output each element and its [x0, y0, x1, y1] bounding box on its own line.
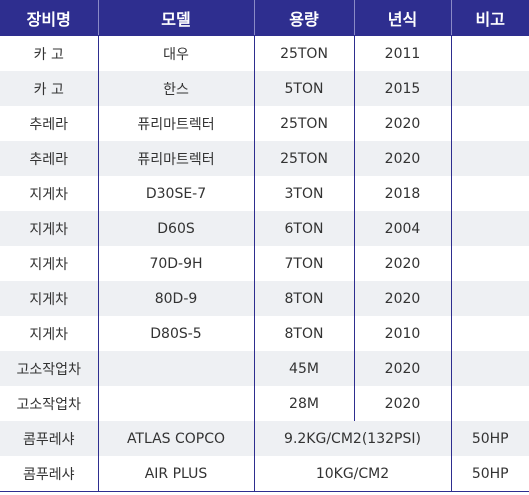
- cell-year: 2020: [353, 281, 451, 316]
- cell-capacity: 8TON: [253, 316, 354, 351]
- cell-model: 한스: [97, 71, 254, 106]
- cell-capacity-year-merged: 10KG/CM2: [253, 456, 451, 492]
- cell-model: 80D-9: [97, 281, 254, 316]
- cell-model: D80S-5: [97, 316, 254, 351]
- cell-name: 고소작업차: [0, 386, 98, 421]
- header-model: 모델: [97, 0, 254, 36]
- cell-name: 카 고: [0, 35, 98, 71]
- cell-model: 대우: [97, 35, 254, 71]
- cell-name: 지게차: [0, 211, 98, 246]
- cell-note: [450, 281, 529, 316]
- cell-year: 2010: [353, 316, 451, 351]
- cell-capacity: 5TON: [253, 71, 354, 106]
- cell-model: D30SE-7: [97, 176, 254, 211]
- cell-model: [97, 386, 254, 421]
- cell-capacity: 28M: [253, 386, 354, 421]
- table-row: 콤푸레샤 AIR PLUS 10KG/CM2 50HP: [0, 456, 529, 492]
- cell-note: 50HP: [450, 456, 529, 492]
- cell-model: AIR PLUS: [97, 456, 254, 492]
- table-row: 고소작업차 45M 2020: [0, 351, 529, 386]
- cell-model: 퓨리마트렉터: [97, 141, 254, 176]
- cell-name: 콤푸레샤: [0, 421, 98, 456]
- cell-model: ATLAS COPCO: [97, 421, 254, 456]
- header-capacity: 용량: [253, 0, 354, 36]
- cell-model: 70D-9H: [97, 246, 254, 281]
- cell-note: [450, 106, 529, 141]
- table-row: 카 고 한스 5TON 2015: [0, 71, 529, 106]
- cell-year: 2018: [353, 176, 451, 211]
- cell-note: [450, 35, 529, 71]
- cell-year: 2020: [353, 106, 451, 141]
- cell-capacity-year-merged: 9.2KG/CM2(132PSI): [253, 421, 451, 456]
- cell-model: D60S: [97, 211, 254, 246]
- table-row: 지게차 D80S-5 8TON 2010: [0, 316, 529, 351]
- cell-year: 2020: [353, 141, 451, 176]
- table-header: 장비명 모델 용량 년식 비고: [0, 0, 529, 36]
- table-row: 콤푸레샤 ATLAS COPCO 9.2KG/CM2(132PSI) 50HP: [0, 421, 529, 456]
- cell-note: [450, 246, 529, 281]
- table-row: 카 고 대우 25TON 2011: [0, 35, 529, 71]
- cell-year: 2011: [353, 35, 451, 71]
- table-row: 지게차 70D-9H 7TON 2020: [0, 246, 529, 281]
- header-year: 년식: [353, 0, 451, 36]
- cell-capacity: 8TON: [253, 281, 354, 316]
- cell-capacity: 25TON: [253, 106, 354, 141]
- table-body: 카 고 대우 25TON 2011 카 고 한스 5TON 2015 추레라 퓨…: [0, 35, 529, 492]
- cell-note: [450, 176, 529, 211]
- cell-model: 퓨리마트렉터: [97, 106, 254, 141]
- table-row: 지게차 80D-9 8TON 2020: [0, 281, 529, 316]
- cell-name: 카 고: [0, 71, 98, 106]
- cell-capacity: 7TON: [253, 246, 354, 281]
- cell-model: [97, 351, 254, 386]
- table-row: 추레라 퓨리마트렉터 25TON 2020: [0, 141, 529, 176]
- cell-year: 2015: [353, 71, 451, 106]
- cell-name: 지게차: [0, 246, 98, 281]
- cell-name: 지게차: [0, 281, 98, 316]
- cell-note: [450, 386, 529, 421]
- cell-name: 추레라: [0, 106, 98, 141]
- cell-capacity: 25TON: [253, 141, 354, 176]
- cell-note: [450, 211, 529, 246]
- cell-note: [450, 316, 529, 351]
- cell-name: 지게차: [0, 176, 98, 211]
- cell-year: 2020: [353, 351, 451, 386]
- cell-year: 2020: [353, 246, 451, 281]
- header-note: 비고: [450, 0, 529, 36]
- table-row: 지게차 D30SE-7 3TON 2018: [0, 176, 529, 211]
- cell-capacity: 45M: [253, 351, 354, 386]
- cell-name: 지게차: [0, 316, 98, 351]
- cell-name: 추레라: [0, 141, 98, 176]
- cell-capacity: 25TON: [253, 35, 354, 71]
- cell-note: [450, 71, 529, 106]
- cell-note: 50HP: [450, 421, 529, 456]
- cell-note: [450, 141, 529, 176]
- cell-capacity: 6TON: [253, 211, 354, 246]
- cell-capacity: 3TON: [253, 176, 354, 211]
- table-row: 고소작업차 28M 2020: [0, 386, 529, 421]
- header-row: 장비명 모델 용량 년식 비고: [0, 0, 529, 36]
- cell-note: [450, 351, 529, 386]
- cell-year: 2020: [353, 386, 451, 421]
- cell-name: 고소작업차: [0, 351, 98, 386]
- table-row: 지게차 D60S 6TON 2004: [0, 211, 529, 246]
- header-equipment-name: 장비명: [0, 0, 98, 36]
- table-row: 추레라 퓨리마트렉터 25TON 2020: [0, 106, 529, 141]
- cell-year: 2004: [353, 211, 451, 246]
- cell-name: 콤푸레샤: [0, 456, 98, 492]
